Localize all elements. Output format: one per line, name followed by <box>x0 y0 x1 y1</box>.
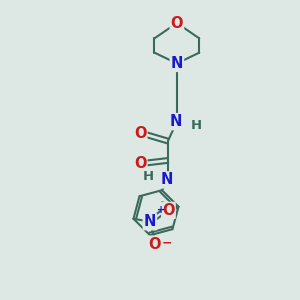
Text: −: − <box>162 236 172 250</box>
Text: N: N <box>160 172 172 188</box>
Text: O: O <box>171 16 183 31</box>
Text: O: O <box>134 156 146 171</box>
Text: H: H <box>191 119 202 132</box>
Text: N: N <box>169 114 182 129</box>
Text: H: H <box>143 170 154 183</box>
Text: N: N <box>144 214 156 229</box>
Text: O: O <box>148 237 160 252</box>
Text: O: O <box>134 126 146 141</box>
Text: N: N <box>171 56 183 71</box>
Text: +: + <box>158 206 166 215</box>
Text: O: O <box>162 203 175 218</box>
